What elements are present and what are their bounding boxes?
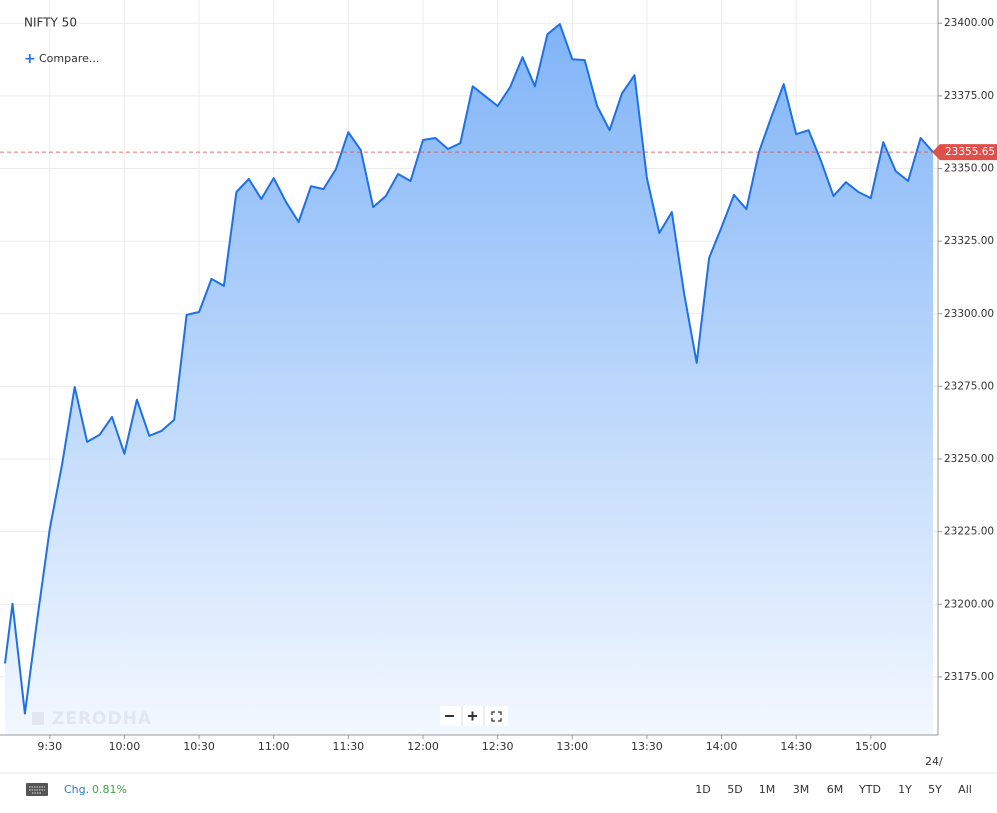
x-tick-label: 13:00 <box>556 740 588 753</box>
chg-value: 0.81% <box>92 783 127 796</box>
x-tick-label: 14:00 <box>706 740 738 753</box>
range-button[interactable]: 1Y <box>898 783 912 796</box>
plus-icon: + <box>24 51 36 67</box>
x-tick-label: 9:30 <box>37 740 62 753</box>
date-hint: 24/ <box>925 755 943 768</box>
y-tick-label: 23250.00 <box>944 453 994 465</box>
range-button[interactable]: YTD <box>858 783 881 796</box>
y-tick-label: 23300.00 <box>944 308 994 320</box>
last-price-tag <box>932 144 997 161</box>
keyboard-icon[interactable] <box>26 783 48 796</box>
y-tick-label: 23375.00 <box>944 90 994 102</box>
chg-label: Chg. <box>64 783 89 796</box>
x-tick-label: 11:00 <box>258 740 290 753</box>
keys <box>29 786 45 794</box>
range-button[interactable]: 3M <box>793 783 810 796</box>
fullscreen[interactable] <box>491 711 502 722</box>
price-line <box>4 23 934 715</box>
range-button[interactable]: 1M <box>759 783 776 796</box>
y-tick-label: 23175.00 <box>944 671 994 683</box>
zoom-controls <box>440 706 508 726</box>
chart-title: NIFTY 50 <box>24 16 77 30</box>
x-tick-label: 12:00 <box>407 740 439 753</box>
x-tick-label: 10:30 <box>183 740 215 753</box>
range-button[interactable]: 1D <box>695 783 710 796</box>
range-button[interactable]: 5Y <box>928 783 942 796</box>
range-button[interactable]: 6M <box>827 783 844 796</box>
range-button[interactable]: 5D <box>727 783 742 796</box>
x-tick-label: 14:30 <box>780 740 812 753</box>
x-tick-label: 11:30 <box>332 740 364 753</box>
y-tick-label: 23350.00 <box>944 162 994 174</box>
y-tick-label: 23225.00 <box>944 526 994 538</box>
y-tick-label: 23200.00 <box>944 598 994 610</box>
compare-button[interactable]: + Compare... <box>24 51 99 67</box>
last-price-label: 23355.65 <box>945 146 995 158</box>
x-tick-label: 10:00 <box>109 740 141 753</box>
x-tick-label: 13:30 <box>631 740 663 753</box>
compare-label: Compare... <box>39 52 99 65</box>
y-tick-label: 23325.00 <box>944 235 994 247</box>
range-button[interactable]: All <box>958 783 972 796</box>
zoom-in[interactable] <box>468 711 477 721</box>
area-fill <box>5 24 933 736</box>
watermark: ZERODHA <box>52 709 152 729</box>
x-tick-label: 12:30 <box>482 740 514 753</box>
y-tick-label: 23400.00 <box>944 17 994 29</box>
x-tick-label: 15:00 <box>855 740 887 753</box>
watermark-logo <box>32 712 44 725</box>
y-tick-label: 23275.00 <box>944 380 994 392</box>
